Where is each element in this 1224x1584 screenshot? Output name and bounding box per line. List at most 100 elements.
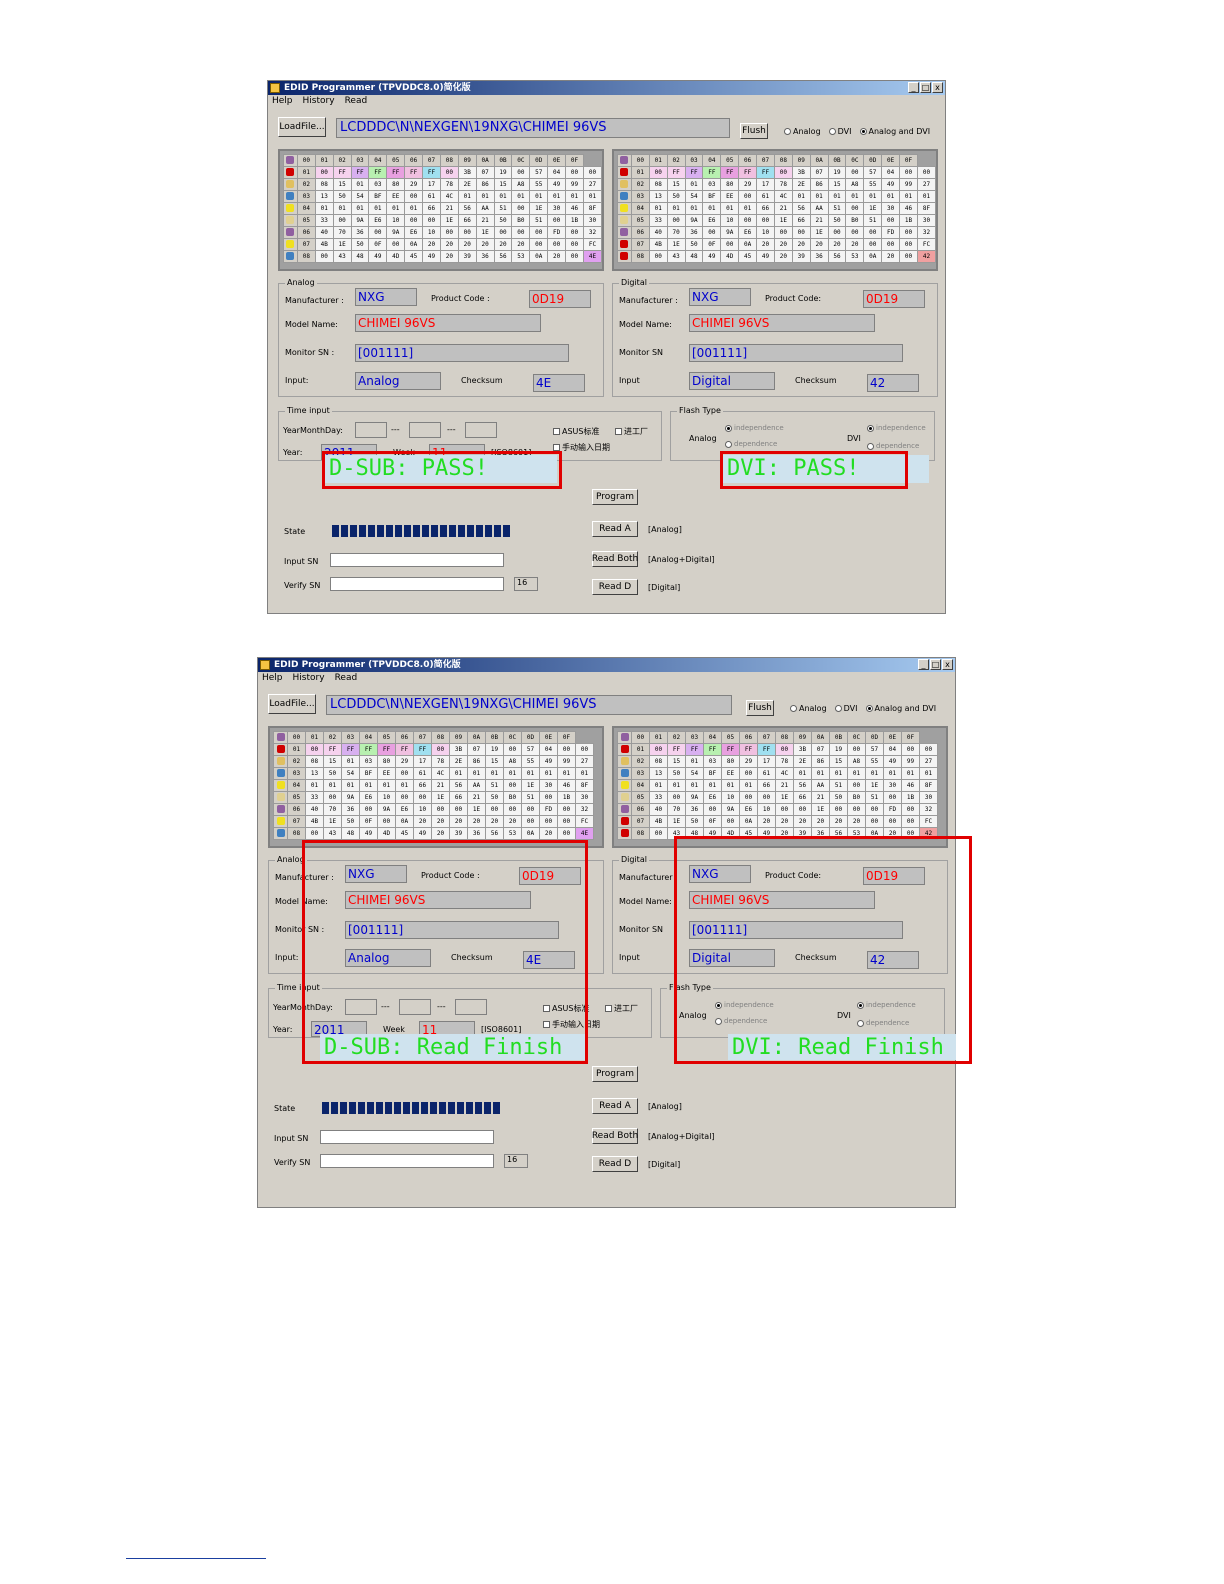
grid-cell[interactable]: 01 [314, 202, 334, 215]
grid-cell[interactable]: 50 [666, 190, 686, 203]
grid-cell[interactable]: 50 [685, 815, 704, 828]
grid-cell[interactable]: 01 [883, 767, 902, 780]
grid-cell[interactable]: 01 [539, 767, 558, 780]
grid-cell[interactable]: 20 [811, 815, 830, 828]
grid-cell[interactable]: 00 [919, 743, 938, 756]
maximize-button[interactable]: □ [930, 659, 941, 670]
grid-cell[interactable]: 36 [684, 226, 704, 239]
grid-cell[interactable]: 01 [511, 190, 531, 203]
grid-cell[interactable]: 20 [773, 250, 793, 263]
grid-cell[interactable]: 00 [738, 190, 758, 203]
grid-cell[interactable]: 01 [350, 178, 370, 191]
grid-cell[interactable]: 66 [449, 791, 468, 804]
grid-cell[interactable]: 00 [557, 803, 576, 816]
grid-cell[interactable]: 57 [521, 743, 540, 756]
grid-cell[interactable]: 36 [467, 827, 486, 840]
grid-cell[interactable]: 04 [883, 743, 902, 756]
grid-cell[interactable]: AA [475, 202, 495, 215]
grid-cell[interactable]: 55 [865, 755, 884, 768]
analog-checksum-field[interactable]: 4E [533, 374, 585, 392]
grid-cell[interactable]: 01 [529, 190, 549, 203]
menu-item-history[interactable]: History [302, 96, 335, 106]
digital-model_name-field[interactable]: CHIMEI 96VS [689, 314, 875, 332]
grid-cell[interactable]: 20 [757, 815, 776, 828]
grid-cell[interactable]: 33 [305, 791, 324, 804]
grid-cell[interactable]: 20 [439, 238, 459, 251]
analog-input-field[interactable]: Analog [355, 372, 441, 390]
grid-cell[interactable]: 56 [791, 202, 811, 215]
grid-cell[interactable]: 51 [827, 202, 847, 215]
grid-cell[interactable]: 00 [773, 226, 793, 239]
grid-cell[interactable]: 00 [827, 226, 847, 239]
grid-cell[interactable]: 32 [582, 226, 603, 239]
grid-cell[interactable]: 00 [720, 238, 740, 251]
grid-cell[interactable]: FC [916, 238, 937, 251]
grid-cell[interactable]: 3B [449, 743, 468, 756]
digital-model_name-field[interactable]: CHIMEI 96VS [689, 891, 875, 909]
grid-cell[interactable]: 01 [738, 202, 758, 215]
grid-cell[interactable]: 00 [649, 827, 668, 840]
grid-cell[interactable]: 20 [793, 815, 812, 828]
grid-cell[interactable]: 30 [916, 214, 937, 227]
grid-cell[interactable]: 55 [863, 178, 883, 191]
grid-cell[interactable]: 39 [449, 827, 468, 840]
grid-cell[interactable]: 51 [865, 791, 884, 804]
grid-cell[interactable]: FF [757, 743, 776, 756]
grid-cell[interactable]: 00 [521, 815, 540, 828]
grid-cell[interactable]: FD [881, 226, 901, 239]
grid-cell[interactable]: 00 [529, 238, 549, 251]
grid-cell[interactable]: 1E [521, 779, 540, 792]
grid-cell[interactable]: A8 [847, 755, 866, 768]
mode-radio-2[interactable]: Analog and DVI [865, 704, 936, 713]
grid-cell[interactable]: 30 [881, 202, 901, 215]
grid-cell[interactable]: FF [702, 166, 722, 179]
grid-cell[interactable]: 00 [666, 214, 686, 227]
grid-cell[interactable]: 4C [775, 767, 794, 780]
analog-product-code-field[interactable]: 0D19 [529, 290, 591, 308]
grid-cell[interactable]: 45 [738, 250, 758, 263]
grid-cell[interactable]: 08 [648, 178, 668, 191]
grid-cell[interactable]: 49 [883, 755, 902, 768]
grid-cell[interactable]: BF [703, 767, 722, 780]
grid-cell[interactable]: 4B [649, 815, 668, 828]
grid-cell[interactable]: 66 [422, 202, 441, 215]
grid-cell[interactable]: 1E [431, 791, 450, 804]
date-part-field[interactable] [465, 422, 497, 438]
grid-cell[interactable]: 2E [457, 178, 477, 191]
grid-cell[interactable]: 01 [791, 190, 811, 203]
grid-cell[interactable]: 43 [323, 827, 342, 840]
grid-cell[interactable]: 01 [503, 767, 522, 780]
digital-checksum-field[interactable]: 42 [867, 951, 919, 969]
grid-cell[interactable]: 00 [901, 803, 920, 816]
date-part-field[interactable] [345, 999, 377, 1015]
grid-cell[interactable]: 70 [667, 803, 686, 816]
digital-product-code-field[interactable]: 0D19 [863, 290, 925, 308]
grid-cell[interactable]: FC [575, 815, 594, 828]
grid-cell[interactable]: 00 [756, 214, 775, 227]
grid-cell[interactable]: 15 [667, 755, 686, 768]
load-file-button[interactable]: LoadFile... [278, 117, 326, 137]
read-both-button[interactable]: Read Both [592, 551, 638, 567]
grid-cell[interactable]: 33 [648, 214, 668, 227]
grid-cell[interactable]: 36 [341, 803, 360, 816]
flash-radio-0[interactable]: independence [715, 1001, 774, 1009]
file-path-field[interactable]: LCDDDC\N\NEXGEN\19NXG\CHIMEI 96VS [326, 695, 732, 715]
grid-cell[interactable]: 00 [738, 214, 758, 227]
grid-cell[interactable]: 00 [575, 743, 594, 756]
grid-cell[interactable]: 00 [511, 226, 531, 239]
grid-cell[interactable]: 19 [827, 166, 847, 179]
grid-cell[interactable]: 00 [557, 815, 576, 828]
grid-cell[interactable]: FF [703, 743, 722, 756]
grid-cell[interactable]: 10 [757, 803, 776, 816]
asus-checkbox[interactable]: ASUS标准 [553, 426, 599, 437]
grid-cell[interactable]: 0F [359, 815, 378, 828]
grid-cell[interactable]: FF [413, 743, 432, 756]
verify-sn-field[interactable] [320, 1154, 494, 1168]
grid-cell[interactable]: 00 [901, 815, 920, 828]
grid-cell[interactable]: 03 [368, 178, 388, 191]
grid-cell[interactable]: 4B [648, 238, 668, 251]
grid-cell[interactable]: 57 [865, 743, 884, 756]
analog-product-code-field[interactable]: 0D19 [519, 867, 581, 885]
grid-cell[interactable]: 4B [305, 815, 324, 828]
grid-cell[interactable]: 04 [547, 166, 567, 179]
